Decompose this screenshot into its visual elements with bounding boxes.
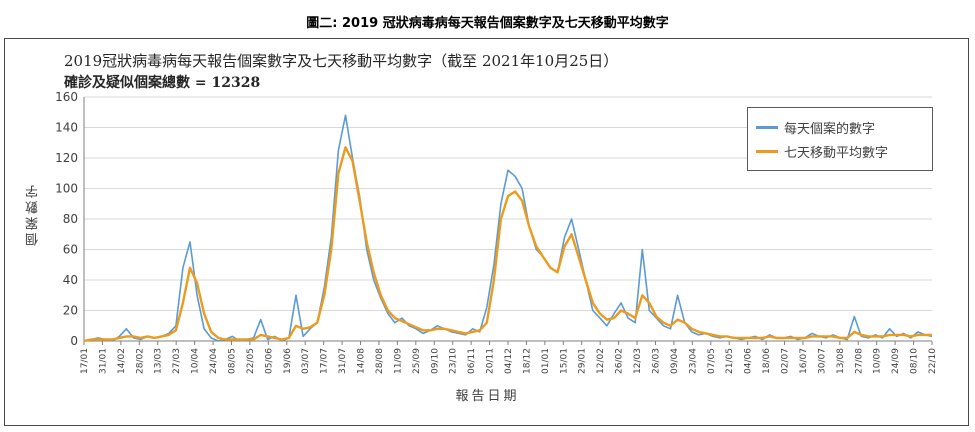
x-tick-label: 05/06 xyxy=(264,348,274,374)
x-tick-label: 01/01 xyxy=(541,348,551,374)
chart-title: 2019冠狀病毒病每天報告個案數字及七天移動平均數字（截至 2021年10月25… xyxy=(64,52,619,70)
legend-label-average: 七天移動平均數字 xyxy=(784,145,889,161)
x-tick-label: 08/05 xyxy=(227,348,237,374)
x-tick-label: 31/07 xyxy=(338,348,348,374)
series-line-average xyxy=(83,146,932,343)
x-axis-ticks: 17/01 31/01 14/02 28/02 13/03 27/03 10/04 24/04… xyxy=(80,341,938,374)
x-tick-label: 14/08 xyxy=(357,348,367,374)
x-tick-label: 30/07 xyxy=(817,348,827,374)
x-tick-label: 09/10 xyxy=(430,348,440,374)
x-tick-label: 28/08 xyxy=(375,348,385,374)
legend-item-average: 七天移動平均數字 xyxy=(756,141,888,161)
chart-frame xyxy=(4,38,969,426)
x-tick-label: 04/06 xyxy=(744,348,754,374)
x-tick-label: 11/09 xyxy=(393,348,403,374)
y-tick-label: 140 xyxy=(55,121,78,135)
x-tick-label: 23/04 xyxy=(688,348,698,374)
legend: 每天個案的數字 七天移動平均數字 xyxy=(747,107,933,171)
x-tick-label: 18/06 xyxy=(762,348,772,374)
x-tick-label: 18/12 xyxy=(522,348,532,374)
x-tick-label: 17/01 xyxy=(80,348,90,374)
x-tick-label: 02/07 xyxy=(781,348,791,374)
x-tick-label: 24/04 xyxy=(209,348,219,374)
figure-caption: 圖二: 2019 冠狀病毒病每天報告個案數字及七天移動平均數字 xyxy=(306,16,669,31)
legend-swatch-daily xyxy=(756,125,778,129)
x-tick-label: 21/05 xyxy=(725,348,735,374)
x-tick-label: 04/12 xyxy=(504,348,514,374)
x-tick-label: 10/04 xyxy=(191,348,201,374)
x-tick-label: 03/07 xyxy=(301,348,311,374)
x-axis-label: 報告日期 xyxy=(455,389,520,404)
x-tick-label: 07/05 xyxy=(707,348,717,374)
x-tick-label: 27/03 xyxy=(172,348,182,374)
x-tick-label: 12/02 xyxy=(596,348,606,374)
x-tick-label: 14/02 xyxy=(117,348,127,374)
x-tick-label: 20/11 xyxy=(486,348,496,374)
legend-item-daily: 每天個案的數字 xyxy=(756,117,875,137)
y-tick-label: 60 xyxy=(63,243,78,257)
x-tick-label: 17/07 xyxy=(320,348,330,374)
x-tick-label: 22/05 xyxy=(246,348,256,374)
x-tick-label: 08/10 xyxy=(910,348,920,374)
x-tick-label: 26/02 xyxy=(615,348,625,374)
y-tick-label: 160 xyxy=(55,90,78,104)
y-tick-label: 0 xyxy=(70,334,78,348)
y-tick-label: 20 xyxy=(63,304,78,318)
x-tick-label: 16/07 xyxy=(799,348,809,374)
chart-subtitle: 確診及疑似個案總數 = 12328 xyxy=(64,75,261,91)
x-tick-label: 28/02 xyxy=(135,348,145,374)
legend-swatch-average xyxy=(756,149,778,153)
legend-label-daily: 每天個案的數字 xyxy=(784,121,876,137)
x-tick-label: 19/06 xyxy=(283,348,293,374)
y-tick-label: 120 xyxy=(55,151,78,165)
x-tick-label: 13/08 xyxy=(836,348,846,374)
x-tick-label: 26/03 xyxy=(651,348,661,374)
x-tick-label: 12/03 xyxy=(633,348,643,374)
x-tick-label: 25/09 xyxy=(412,348,422,374)
x-tick-label: 10/09 xyxy=(873,348,883,374)
x-tick-label: 29/01 xyxy=(578,348,588,374)
x-tick-label: 22/10 xyxy=(928,348,938,374)
y-tick-label: 100 xyxy=(55,182,78,196)
x-tick-label: 31/01 xyxy=(98,348,108,374)
x-tick-label: 09/04 xyxy=(670,348,680,374)
x-tick-label: 23/10 xyxy=(449,348,459,374)
x-tick-label: 06/11 xyxy=(467,348,477,374)
x-tick-label: 15/01 xyxy=(559,348,569,374)
x-tick-label: 27/08 xyxy=(854,348,864,374)
y-axis-label: 個案數字 xyxy=(26,182,41,246)
y-tick-label: 80 xyxy=(63,212,78,226)
y-axis-ticks: 0 20 40 60 80 100 120 140 160 xyxy=(55,90,78,348)
x-tick-label: 13/03 xyxy=(154,348,164,374)
y-tick-label: 40 xyxy=(63,273,78,287)
x-tick-label: 24/09 xyxy=(891,348,901,374)
